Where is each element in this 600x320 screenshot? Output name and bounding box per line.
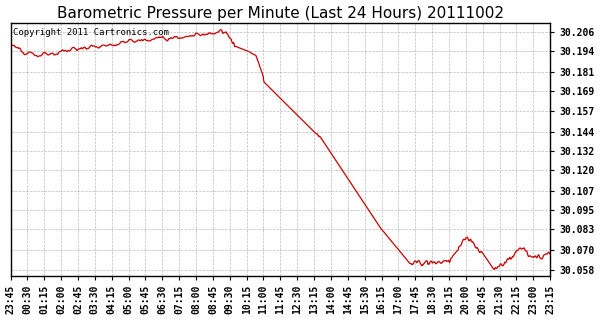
Title: Barometric Pressure per Minute (Last 24 Hours) 20111002: Barometric Pressure per Minute (Last 24 … bbox=[57, 5, 504, 20]
Text: Copyright 2011 Cartronics.com: Copyright 2011 Cartronics.com bbox=[13, 28, 169, 37]
